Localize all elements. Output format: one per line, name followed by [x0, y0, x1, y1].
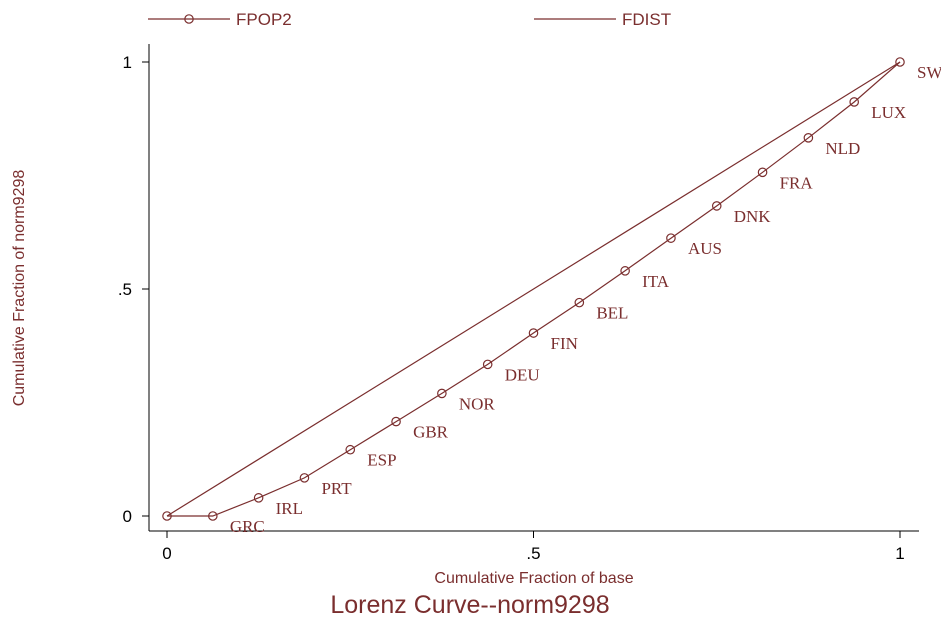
x-tick-label: 1: [895, 544, 904, 563]
point-label-deu: DEU: [505, 365, 540, 384]
x-tick-label: 0: [162, 544, 171, 563]
point-label-gbr: GBR: [413, 423, 449, 442]
legend: FPOP2 FDIST: [148, 10, 671, 29]
data-point-fpop2: [895, 57, 905, 67]
point-label-irl: IRL: [276, 499, 303, 518]
data-point-fpop2: [345, 444, 356, 455]
data-point-fpop2: [482, 359, 493, 370]
data-point-fpop2: [299, 473, 310, 483]
data-point-fpop2: [666, 233, 676, 243]
data-point-fpop2: [849, 97, 859, 107]
data-point-fpop2: [208, 511, 218, 521]
plot-area: GRC IRL PRT ESP GBR NOR DEU FIN BEL ITA AUS DNK FRA N…: [162, 57, 941, 536]
data-point-fpop2: [620, 266, 630, 276]
data-point-fpop2: [711, 201, 722, 211]
y-tick-label: 1: [123, 53, 132, 72]
y-axis-label: Cumulative Fraction of norm9298: [11, 170, 28, 407]
axes: 0 .5 1 0 .5 1: [118, 44, 919, 563]
legend-item-fpop2: FPOP2: [148, 10, 292, 29]
legend-label-fpop2: FPOP2: [236, 10, 292, 29]
series-line-fpop2: [167, 61, 901, 517]
x-axis-label: Cumulative Fraction of base: [434, 570, 633, 587]
legend-item-fdist: FDIST: [534, 10, 671, 29]
data-point-fpop2: [574, 297, 585, 308]
y-tick-label: .5: [118, 280, 132, 299]
chart-title: Lorenz Curve--norm9298: [330, 591, 609, 618]
point-label-nor: NOR: [459, 394, 496, 413]
legend-marker-fpop2: [184, 14, 194, 24]
point-label-ita: ITA: [642, 272, 670, 291]
x-tick-label: .5: [526, 544, 540, 563]
point-label-aus: AUS: [688, 239, 722, 258]
point-label-swe: SWE: [917, 63, 941, 82]
data-point-fpop2: [162, 511, 172, 521]
data-point-fpop2: [528, 328, 539, 338]
point-label-grc: GRC: [230, 517, 265, 536]
data-point-fpop2: [803, 133, 814, 143]
data-point-fpop2: [391, 416, 401, 427]
data-point-fpop2: [253, 493, 264, 503]
y-tick-label: 0: [123, 507, 132, 526]
point-label-bel: BEL: [596, 304, 628, 323]
point-label-dnk: DNK: [734, 207, 772, 226]
point-label-esp: ESP: [367, 451, 396, 470]
data-point-fpop2: [757, 167, 768, 178]
point-label-prt: PRT: [321, 479, 352, 498]
point-label-lux: LUX: [871, 103, 906, 122]
point-label-nld: NLD: [825, 139, 860, 158]
legend-label-fdist: FDIST: [622, 10, 671, 29]
point-label-fin: FIN: [551, 334, 578, 353]
series-line-fdist: [166, 61, 901, 517]
point-label-fra: FRA: [780, 173, 814, 192]
data-point-fpop2: [437, 388, 447, 399]
